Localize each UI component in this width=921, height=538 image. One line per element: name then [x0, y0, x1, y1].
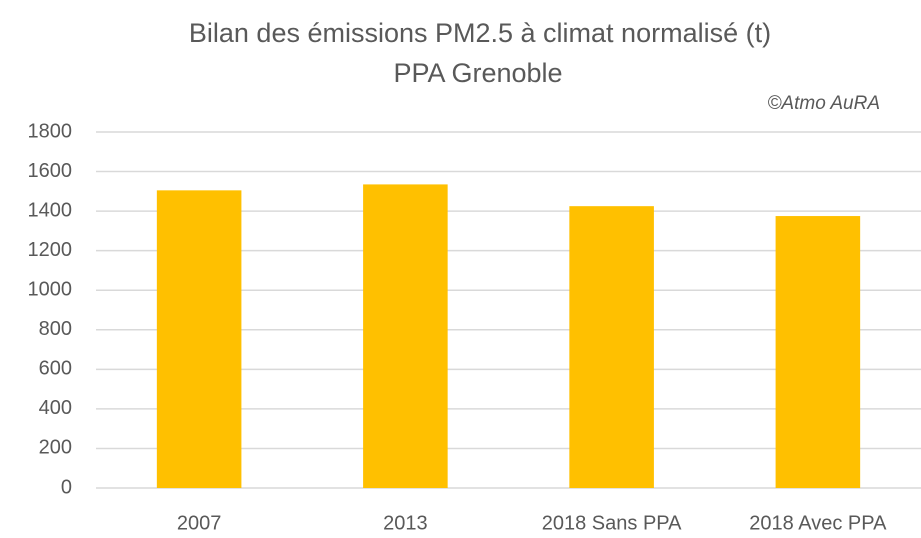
y-tick-label: 1600 — [28, 160, 73, 182]
annotation: ©Atmo AuRA — [767, 93, 880, 114]
x-tick-label: 2018 Sans PPA — [542, 512, 682, 534]
y-tick-label: 1000 — [28, 279, 73, 301]
bar — [775, 216, 861, 489]
y-tick-label: 1200 — [28, 239, 73, 261]
x-tick-label: 2013 — [383, 512, 428, 534]
y-tick-label: 600 — [39, 358, 72, 380]
bar — [363, 184, 448, 488]
y-tick-label: 800 — [39, 318, 72, 340]
y-tick-label: 200 — [39, 437, 72, 459]
chart-subtitle: PPA Grenoble — [393, 58, 562, 88]
y-tick-label: 400 — [39, 397, 72, 419]
y-tick-label: 0 — [61, 476, 72, 498]
bar — [156, 190, 242, 488]
chart-title: Bilan des émissions PM2.5 à climat norma… — [189, 18, 771, 48]
y-tick-label: 1400 — [28, 199, 73, 221]
x-tick-label: 2007 — [177, 512, 222, 534]
x-tick-label: 2018 Avec PPA — [749, 512, 887, 534]
y-tick-label: 1800 — [28, 120, 73, 142]
bar — [569, 206, 654, 488]
